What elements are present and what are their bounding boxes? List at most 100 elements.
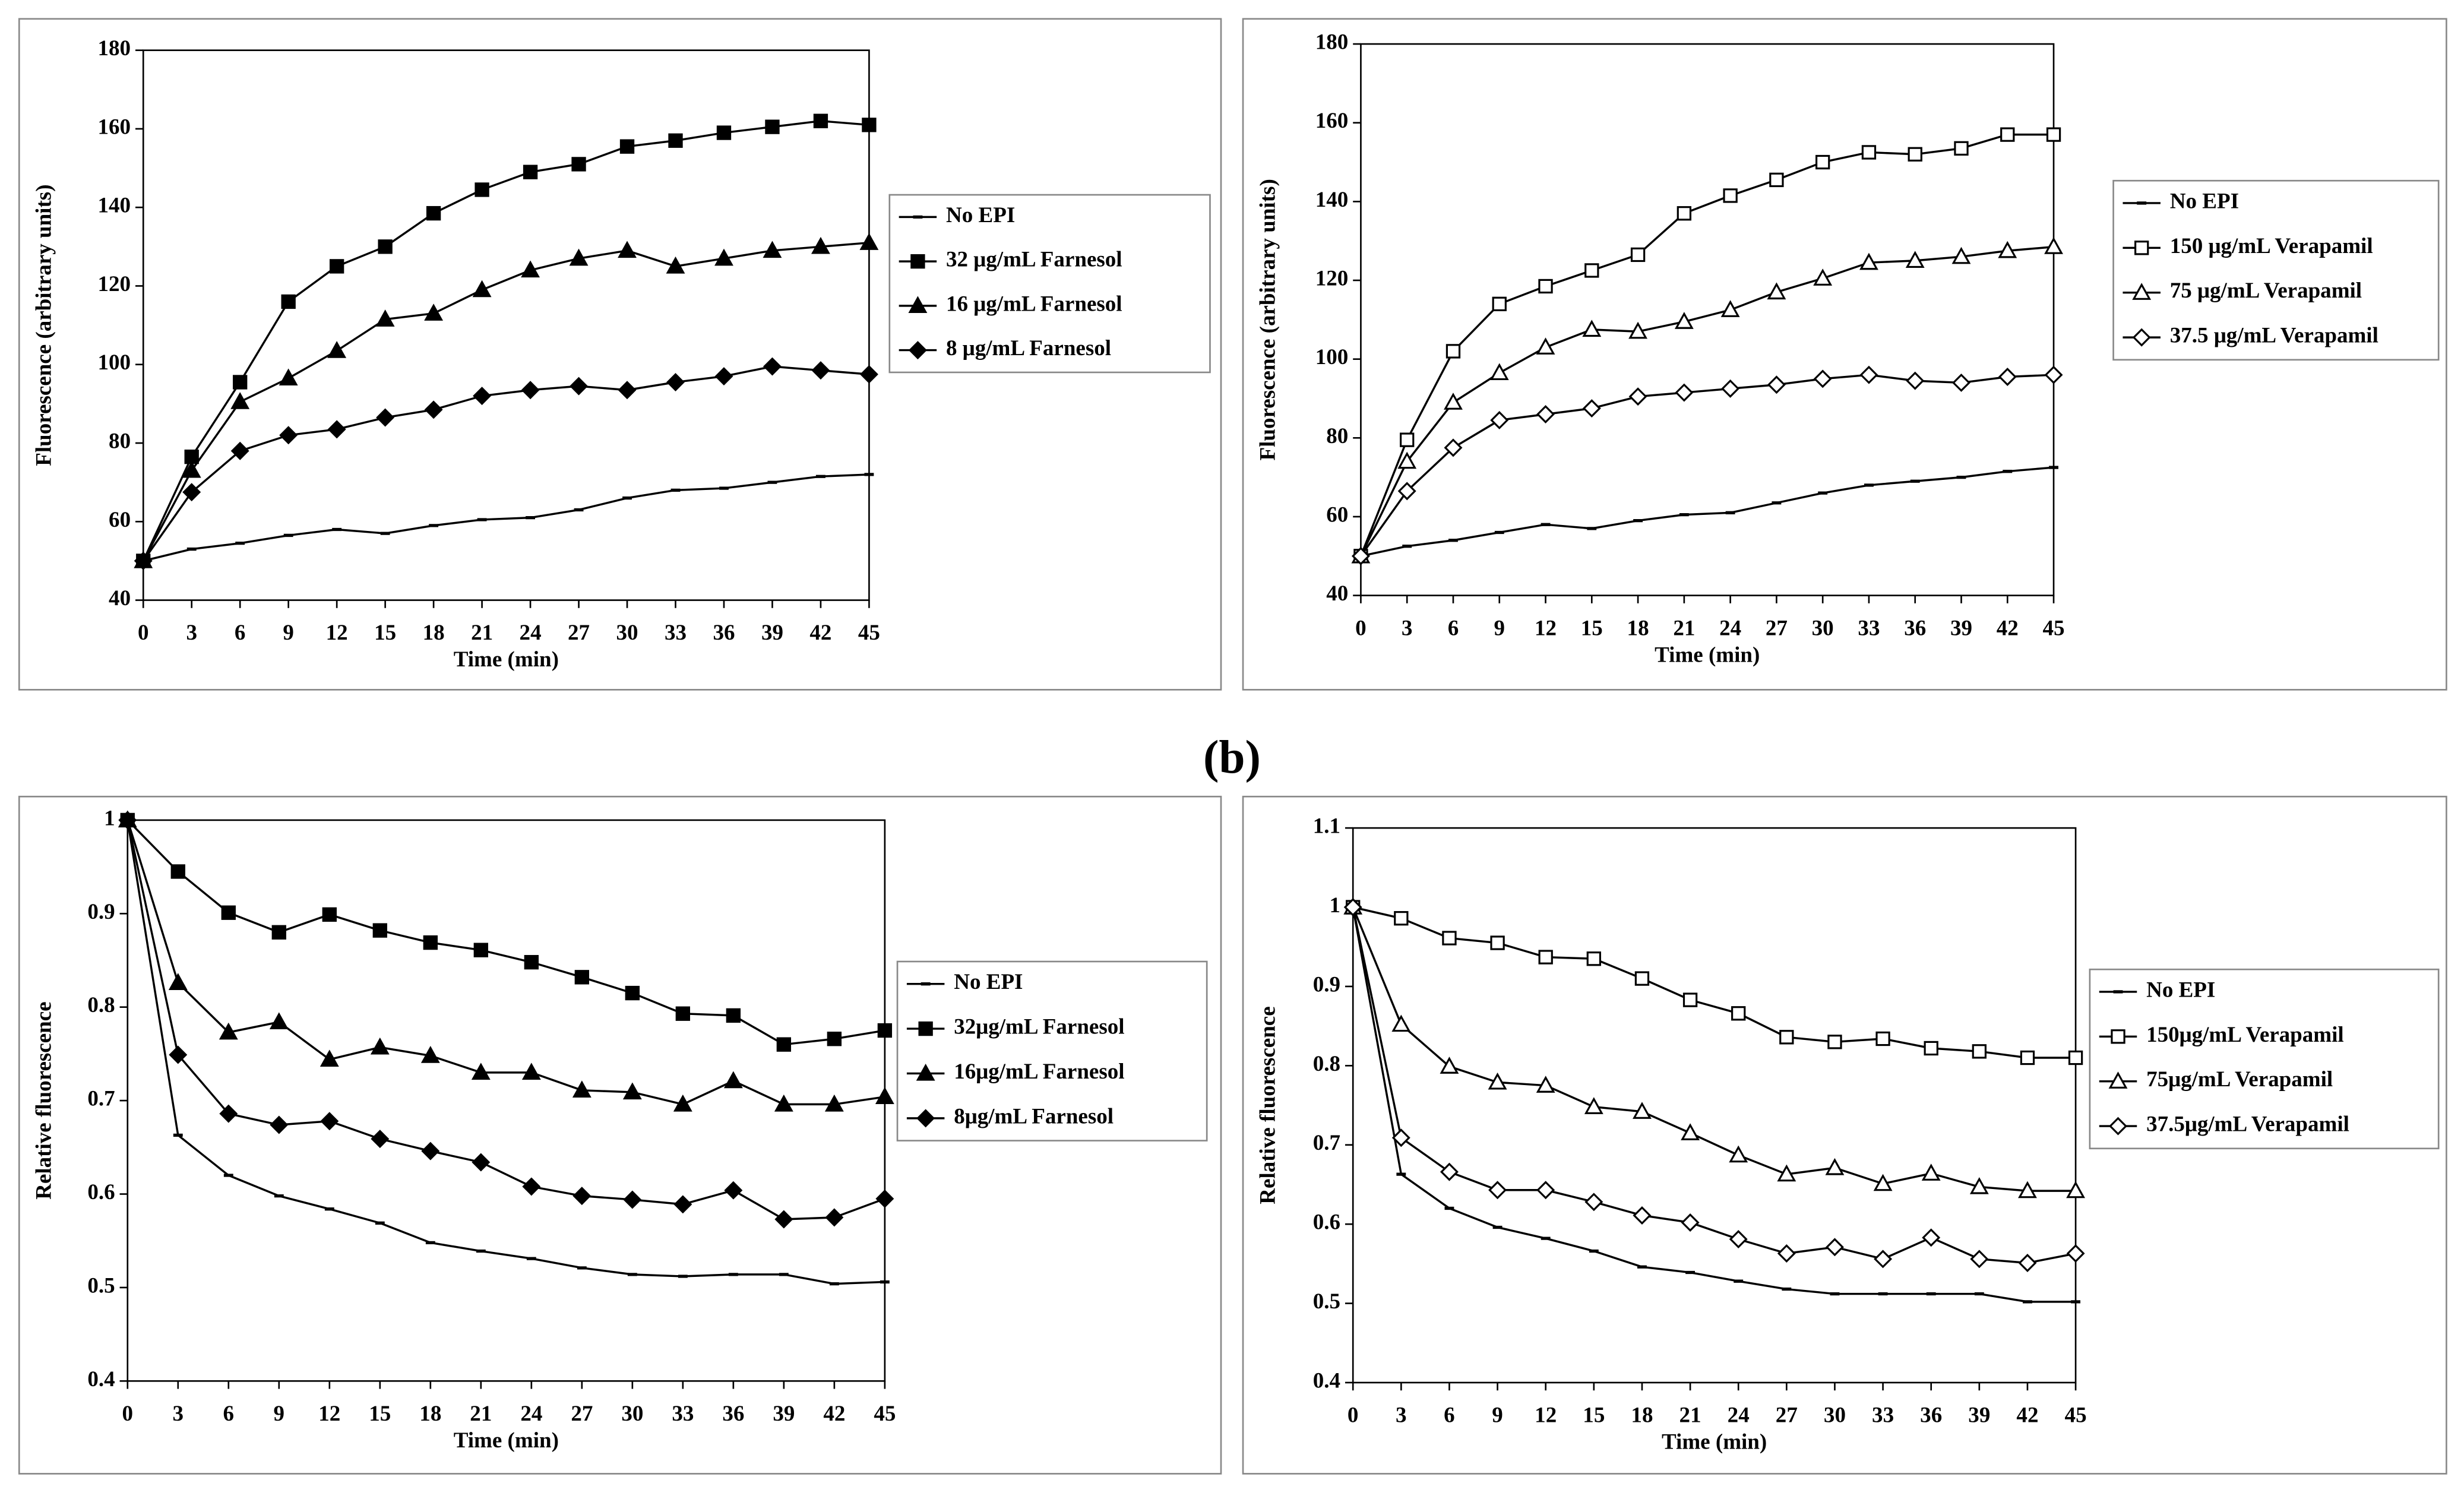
x-tick-label: 12 bbox=[318, 1402, 340, 1426]
legend-label: 75μg/mL Verapamil bbox=[2146, 1067, 2333, 1092]
marker bbox=[1813, 268, 1833, 286]
y-tick-label: 120 bbox=[1315, 267, 1349, 291]
y-tick-label: 160 bbox=[1315, 109, 1349, 133]
x-tick-label: 18 bbox=[1631, 1403, 1653, 1428]
marker bbox=[1584, 263, 1599, 278]
marker bbox=[1873, 1174, 1893, 1191]
legend-box bbox=[896, 960, 1208, 1141]
chart-frame bbox=[18, 18, 1222, 691]
marker bbox=[169, 1045, 188, 1064]
marker bbox=[1394, 911, 1409, 926]
marker bbox=[524, 954, 539, 970]
x-tick-label: 21 bbox=[1673, 616, 1695, 640]
x-tick-label: 21 bbox=[1679, 1403, 1701, 1428]
marker bbox=[1969, 1177, 1989, 1194]
marker bbox=[320, 1049, 339, 1067]
y-tick-label: 40 bbox=[109, 586, 131, 611]
legend-marker bbox=[2132, 283, 2152, 300]
series-line bbox=[1352, 906, 2076, 1192]
x-axis-label: Time (min) bbox=[454, 1428, 559, 1453]
marker bbox=[233, 375, 248, 390]
marker bbox=[1630, 247, 1646, 263]
series-line bbox=[126, 820, 885, 1106]
x-tick-label: 39 bbox=[1950, 616, 1972, 640]
marker bbox=[1582, 399, 1601, 418]
y-tick-label: 140 bbox=[1315, 188, 1349, 212]
y-tick-label: 0.9 bbox=[87, 900, 115, 924]
marker bbox=[523, 165, 538, 179]
marker bbox=[763, 241, 782, 258]
x-tick-label: 12 bbox=[1535, 616, 1557, 640]
legend-marker bbox=[2132, 328, 2151, 347]
x-tick-label: 33 bbox=[672, 1402, 694, 1426]
marker bbox=[776, 1037, 792, 1052]
x-tick-label: 45 bbox=[2065, 1403, 2087, 1428]
series-line bbox=[126, 820, 885, 1285]
marker bbox=[1908, 147, 1922, 162]
y-tick-label: 0.6 bbox=[1313, 1210, 1340, 1235]
x-tick-label: 9 bbox=[1494, 616, 1505, 640]
x-tick-label: 27 bbox=[1776, 1403, 1798, 1428]
series-line bbox=[142, 365, 869, 562]
x-tick-label: 30 bbox=[616, 621, 638, 645]
marker bbox=[622, 1082, 642, 1100]
plot-area bbox=[142, 49, 870, 601]
marker bbox=[375, 309, 395, 327]
marker bbox=[1779, 1030, 1794, 1045]
marker bbox=[1954, 141, 1969, 156]
marker bbox=[1825, 1158, 1845, 1175]
marker bbox=[424, 400, 443, 419]
marker bbox=[1490, 935, 1505, 950]
marker bbox=[1922, 1228, 1941, 1247]
x-tick-label: 39 bbox=[761, 621, 783, 645]
marker bbox=[618, 381, 637, 400]
y-tick-label: 1 bbox=[104, 806, 115, 830]
marker bbox=[726, 1008, 741, 1023]
marker bbox=[1442, 931, 1457, 946]
legend-label: 75 μg/mL Verapamil bbox=[2170, 279, 2362, 303]
x-tick-label: 18 bbox=[423, 621, 445, 645]
x-tick-label: 36 bbox=[722, 1402, 744, 1426]
marker bbox=[1767, 375, 1786, 394]
marker bbox=[320, 1112, 339, 1131]
y-tick-label: 60 bbox=[109, 508, 131, 532]
x-tick-label: 27 bbox=[1766, 616, 1788, 640]
legend-box bbox=[2112, 179, 2440, 361]
marker bbox=[2066, 1244, 2085, 1263]
x-tick-label: 45 bbox=[2043, 616, 2065, 640]
marker bbox=[666, 256, 685, 274]
marker bbox=[281, 294, 296, 309]
marker bbox=[1628, 387, 1647, 406]
legend-label: 8μg/mL Farnesol bbox=[954, 1104, 1114, 1128]
x-tick-label: 30 bbox=[621, 1402, 643, 1426]
marker bbox=[666, 373, 685, 391]
x-tick-label: 15 bbox=[374, 621, 396, 645]
y-tick-label: 0.5 bbox=[1313, 1289, 1340, 1314]
legend-marker bbox=[2134, 241, 2149, 255]
legend-box bbox=[888, 194, 1211, 374]
marker bbox=[2068, 1050, 2083, 1065]
y-tick-label: 80 bbox=[1326, 424, 1348, 448]
marker bbox=[521, 381, 540, 400]
marker bbox=[1440, 1162, 1459, 1181]
marker bbox=[423, 935, 438, 950]
legend-label: 150 μg/mL Verapamil bbox=[2170, 234, 2373, 258]
chart-frame bbox=[18, 795, 1222, 1475]
marker bbox=[1952, 373, 1970, 392]
marker bbox=[1906, 371, 1925, 390]
x-tick-label: 3 bbox=[1396, 1403, 1407, 1428]
marker bbox=[327, 420, 346, 439]
marker bbox=[765, 119, 780, 134]
marker bbox=[1921, 1163, 1941, 1181]
marker bbox=[170, 864, 185, 879]
marker bbox=[1586, 951, 1601, 966]
marker bbox=[1584, 1097, 1603, 1114]
legend-marker bbox=[916, 1109, 935, 1128]
marker bbox=[1720, 300, 1740, 317]
x-tick-label: 15 bbox=[369, 1402, 391, 1426]
marker bbox=[376, 408, 395, 427]
x-tick-label: 0 bbox=[1355, 616, 1367, 640]
marker bbox=[859, 365, 878, 384]
marker bbox=[673, 1094, 692, 1112]
